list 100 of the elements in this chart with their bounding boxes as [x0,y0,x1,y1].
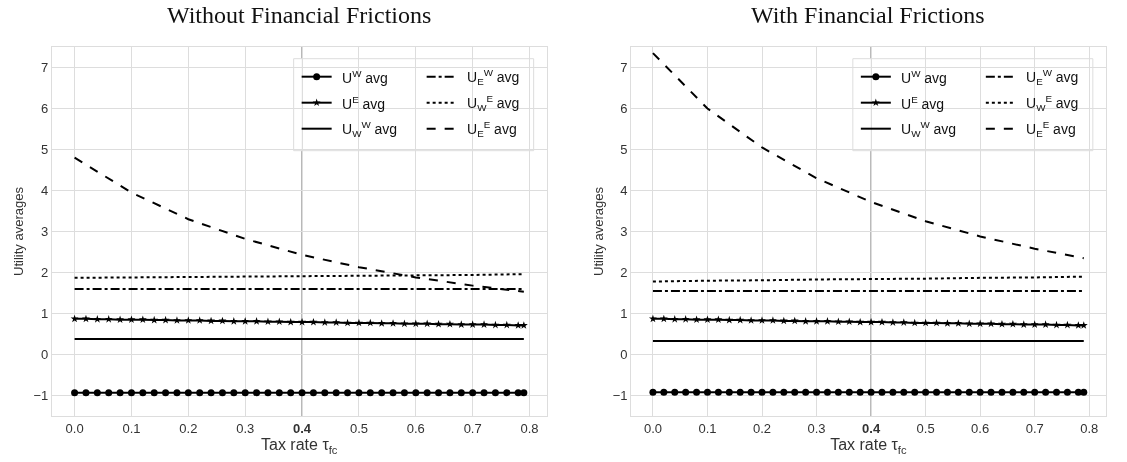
point [172,316,181,324]
point [480,389,488,397]
point [332,389,340,397]
point [263,317,272,326]
point [845,388,853,396]
point [888,318,897,326]
point [725,315,734,324]
point [457,320,466,328]
point [445,319,454,328]
point [491,389,499,397]
point [758,388,766,396]
y-tick-label: 6 [41,101,49,117]
point [1031,388,1039,396]
point [321,389,329,397]
point [309,389,317,397]
point [725,388,733,396]
x-tick-label: 0.4 [293,420,312,436]
x-tick-label: 0.5 [916,420,935,436]
y-tick-label: 1 [620,306,628,322]
y-tick-label: 6 [620,101,628,117]
point [139,389,147,397]
legend-label: U$_{E}$$^{W}$ avg [467,67,520,87]
point [207,316,216,325]
point [1042,388,1050,396]
point [138,315,147,324]
legend-label: U$_{W}$$^{E}$ avg [1026,93,1079,113]
point [344,389,352,397]
point [195,316,204,324]
point [823,388,831,396]
point [1008,319,1017,328]
point [71,389,79,397]
point [354,318,363,327]
point [747,388,755,396]
legend-label: U$^{E}$ avg [342,94,386,112]
point [1041,320,1050,328]
point [900,388,908,396]
point [389,319,398,327]
point [791,388,799,396]
point [834,388,842,396]
y-axis-title: Utility averages [11,186,27,276]
x-tick-label: 0.7 [463,420,482,436]
point [922,388,930,396]
point [150,389,158,397]
point [378,389,386,397]
x-tick-label: 0.2 [179,420,198,436]
point [503,389,511,397]
point [965,388,973,396]
point [1030,320,1039,328]
point [670,315,679,323]
y-tick-label: 7 [620,60,628,76]
point [790,316,799,325]
point [207,389,215,397]
point [287,389,295,397]
y-tick-label: 7 [41,60,49,76]
point [93,389,101,397]
point [856,317,865,326]
point [332,318,341,326]
legend-label: U$_{E}$$^{E}$ avg [1026,119,1076,139]
chart-title: Without Financial Frictions [167,2,432,28]
point [355,389,363,397]
y-tick-label: 1 [41,306,49,322]
point [954,388,962,396]
point [105,389,113,397]
point [801,317,810,325]
y-tick-label: 0 [620,347,628,363]
point [400,319,409,328]
point [1063,388,1071,396]
point [173,389,181,397]
line-series [651,52,1085,260]
point [241,389,249,397]
point [411,319,420,328]
chart-title: With Financial Frictions [751,2,985,28]
point [412,389,420,397]
x-tick-label: 0.8 [520,420,539,436]
point [218,389,226,397]
y-tick-label: 4 [41,183,49,199]
point [660,388,668,396]
point [812,317,821,325]
point [714,315,723,324]
point [423,319,432,328]
point [400,389,408,397]
x-axis-title: Tax rate τ$_{fc}$ [830,436,907,456]
point [241,317,250,325]
point [834,317,843,326]
y-tick-label: 2 [620,265,628,281]
y-axis-title: Utility averages [590,186,606,276]
y-tick-label: 3 [41,224,49,240]
x-tick-label: 0.2 [752,420,772,436]
point [867,388,875,396]
x-tick-label: 0.3 [236,420,255,436]
y-tick-label: 3 [620,224,628,240]
point [520,389,528,397]
point [252,317,261,325]
point [264,389,272,397]
legend-label: U$_{W}$$^{E}$ avg [467,93,520,113]
x-tick-label: 0.6 [406,420,425,436]
point [998,388,1006,396]
point [275,317,284,326]
point [976,388,984,396]
y-tick-label: −1 [612,388,628,404]
